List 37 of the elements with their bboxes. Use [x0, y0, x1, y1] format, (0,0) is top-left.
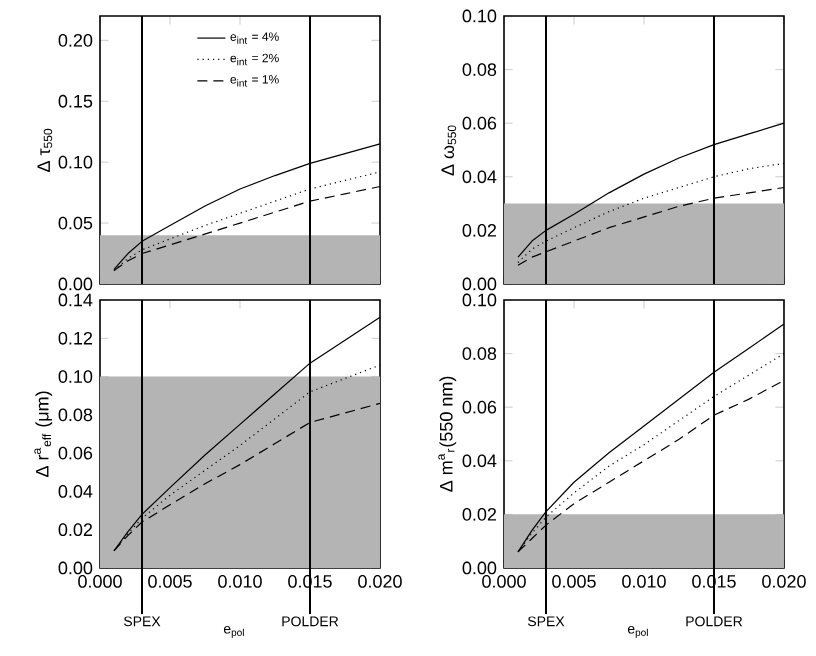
y-tick-label: 0.06: [462, 400, 497, 414]
y-tick-label: 0.08: [462, 347, 497, 360]
y-tick-label: 0.02: [58, 523, 93, 537]
y-axis-title: Δ r$^{a}$$_{eff}$ (μm): [34, 391, 53, 478]
y-tick-label: 0.14: [58, 293, 93, 307]
y-tick-label: 0.08: [462, 63, 497, 76]
y-axis-title: Δ ω$_{550}$: [441, 125, 457, 176]
y-tick-label: 0.00: [462, 561, 497, 575]
x-tick-label: 0.020: [762, 575, 806, 588]
x-tick-label: 0.005: [148, 575, 192, 588]
y-tick-label: 0.06: [462, 116, 497, 130]
y-tick-label: 0.08: [58, 408, 93, 422]
y-tick-label: 0.10: [462, 293, 497, 307]
x-tick-label: 0.010: [218, 575, 262, 588]
y-tick-label: 0.00: [58, 277, 93, 291]
y-tick-label: 0.00: [58, 561, 93, 575]
y-tick-label: 0.05: [58, 216, 93, 230]
y-tick-label: 0.06: [58, 446, 93, 460]
y-tick-label: 0.04: [462, 454, 497, 468]
x-tick-label: 0.010: [622, 575, 666, 588]
y-tick-label: 0.10: [58, 370, 93, 383]
y-tick-label: 0.20: [58, 33, 93, 47]
y-tick-label: 0.00: [462, 277, 497, 291]
y-axis-title: Δ τ$_{550}$: [37, 128, 53, 173]
y-tick-label: 0.04: [462, 170, 497, 184]
x-tick-label: 0.020: [358, 575, 402, 588]
x-tick-label: 0.000: [482, 575, 526, 588]
y-tick-label: 0.15: [58, 94, 93, 108]
y-tick-label: 0.04: [58, 485, 93, 498]
y-tick-label: 0.12: [58, 331, 93, 345]
x-tick-label: 0.000: [78, 575, 122, 588]
y-tick-label: 0.10: [58, 155, 93, 169]
y-axis-title: Δ m$^{a}$$_{r}$(550 nm): [438, 376, 457, 492]
y-tick-label: 0.02: [462, 507, 497, 521]
y-tick-label: 0.02: [462, 223, 497, 237]
x-tick-label: 0.005: [552, 575, 596, 588]
y-tick-label: 0.10: [462, 9, 497, 23]
